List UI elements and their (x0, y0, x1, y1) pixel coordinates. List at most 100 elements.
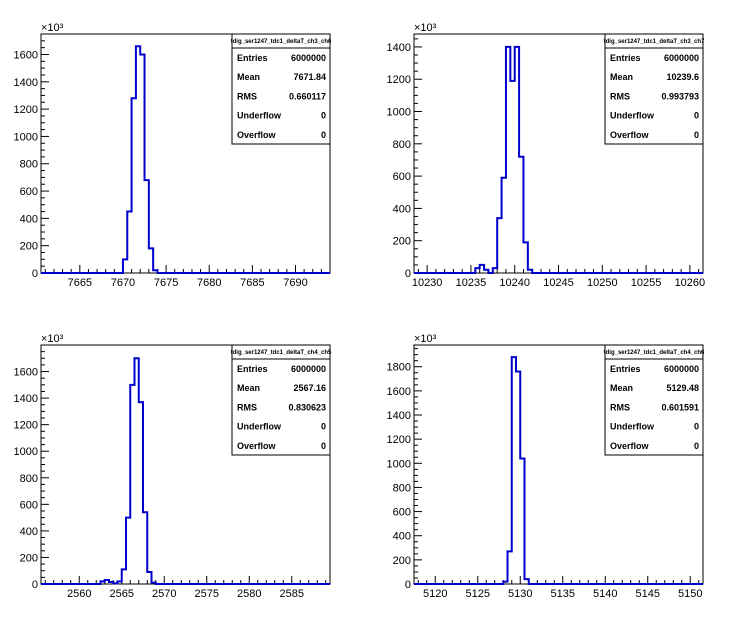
stats-box: tdig_ser1247_tdc1_deltaT_ch3_ch7 Entries 6… (604, 33, 705, 145)
y-tick-label: 1800 (387, 362, 411, 374)
histogram-bin (508, 551, 512, 584)
x-tick-label: 5120 (423, 588, 447, 600)
histogram-bin (139, 402, 143, 584)
stats-label: RMS (610, 402, 630, 412)
x-tick-label: 7665 (68, 277, 92, 289)
stats-label: RMS (237, 91, 257, 101)
histogram-bin (502, 178, 506, 273)
stats-label: Overflow (237, 441, 277, 451)
x-tick-label: 2565 (110, 588, 134, 600)
y-tick-label: 400 (20, 526, 38, 538)
y-axis-multiplier: ×10³ (41, 22, 64, 34)
stats-value: 7671.84 (293, 72, 326, 82)
stats-value: 0.993793 (661, 91, 699, 101)
stats-title: tdig_ser1247_tdc1_deltaT_ch3_ch6 (231, 39, 332, 45)
x-tick-label: 5135 (551, 588, 575, 600)
y-tick-label: 600 (393, 171, 411, 183)
stats-value: 0 (321, 111, 326, 121)
x-tick-label: 7680 (197, 277, 221, 289)
x-tick-label: 10245 (543, 277, 574, 289)
x-tick-label: 7690 (283, 277, 307, 289)
histogram-bin (147, 572, 151, 584)
stats-value: 0 (694, 422, 699, 432)
histogram-bin (480, 265, 484, 273)
histogram-bin (506, 47, 510, 273)
stats-value: 6000000 (291, 53, 326, 63)
histogram-panel-4: 5120 5125 5130 5135 5140 5145 5150 0 200 400 600 80… (387, 333, 706, 600)
histogram-bin (515, 47, 519, 273)
histogram-panel-2: 10230 10235 10240 10245 10250 10255 10260 0 200 4… (387, 22, 706, 289)
histogram-bin (126, 518, 130, 584)
histogram-bin (497, 218, 501, 273)
stats-value: 0 (321, 130, 326, 140)
y-tick-label: 0 (32, 579, 38, 591)
histogram-bin (493, 268, 497, 273)
stats-label: Mean (237, 72, 260, 82)
x-tick-label: 2580 (237, 588, 261, 600)
y-tick-label: 0 (405, 579, 411, 591)
y-tick-label: 1600 (14, 49, 38, 61)
stats-value: 10239.6 (666, 72, 699, 82)
histogram-bin (113, 583, 117, 584)
y-tick-label: 600 (393, 507, 411, 519)
histogram-line (414, 356, 703, 585)
y-tick-label: 200 (393, 555, 411, 567)
y-tick-label: 1200 (14, 104, 38, 116)
x-tick-label: 5145 (636, 588, 660, 600)
stats-value: 0 (321, 422, 326, 432)
stats-box: tdig_ser1247_tdc1_deltaT_ch3_ch6 Entries 6… (231, 33, 332, 145)
stats-label: Entries (610, 53, 641, 63)
histogram-line (41, 45, 330, 274)
histogram-bin (123, 259, 127, 273)
stats-box: tdig_ser1247_tdc1_deltaT_ch4_ch6 Entries 6… (604, 344, 705, 456)
histogram-bin (136, 46, 140, 273)
histogram-bin (523, 242, 527, 273)
stats-value: 6000000 (664, 53, 699, 63)
stats-label: Underflow (610, 422, 655, 432)
x-tick-label: 7670 (111, 277, 135, 289)
stats-title: tdig_ser1247_tdc1_deltaT_ch4_ch5 (231, 350, 332, 356)
stats-label: Mean (610, 383, 633, 393)
y-tick-label: 0 (32, 268, 38, 280)
stats-label: Underflow (610, 111, 655, 121)
histogram-line (41, 357, 330, 585)
y-tick-label: 200 (20, 241, 38, 253)
stats-value: 6000000 (664, 364, 699, 374)
x-tick-label: 7675 (154, 277, 178, 289)
stats-value: 0 (694, 441, 699, 451)
stats-label: Overflow (610, 130, 650, 140)
stats-value: 0.830623 (288, 402, 326, 412)
y-tick-label: 1000 (14, 131, 38, 143)
histogram-bin (130, 385, 134, 584)
x-tick-label: 2585 (280, 588, 304, 600)
histogram-bin (503, 582, 507, 584)
histogram-bin (140, 54, 144, 273)
histogram-bin (145, 180, 149, 273)
y-tick-label: 400 (393, 203, 411, 215)
stats-label: Entries (237, 53, 268, 63)
histogram-panel-3: 2560 2565 2570 2575 2580 2585 0 200 400 600 800 100… (14, 333, 333, 600)
y-tick-label: 1200 (14, 420, 38, 432)
stats-label: RMS (610, 91, 630, 101)
histogram-bin (528, 270, 532, 273)
x-tick-label: 2575 (195, 588, 219, 600)
x-tick-label: 5140 (593, 588, 617, 600)
y-tick-label: 400 (20, 213, 38, 225)
y-tick-label: 1400 (387, 42, 411, 54)
histogram-bin (101, 581, 105, 584)
y-tick-label: 1200 (387, 74, 411, 86)
y-tick-label: 0 (405, 268, 411, 280)
y-tick-label: 1200 (387, 434, 411, 446)
x-tick-label: 10250 (587, 277, 618, 289)
histogram-bin (118, 581, 122, 584)
stats-label: Overflow (610, 441, 650, 451)
y-tick-label: 1000 (387, 107, 411, 119)
y-tick-label: 600 (20, 186, 38, 198)
x-tick-label: 7685 (240, 277, 264, 289)
y-tick-label: 1000 (387, 458, 411, 470)
histogram-panel-1: 7665 7670 7675 7680 7685 7690 0 200 400 600 800 100… (14, 22, 333, 289)
y-tick-label: 1400 (14, 77, 38, 89)
histogram-bin (516, 372, 520, 584)
histogram-bin (127, 212, 131, 273)
y-tick-label: 200 (20, 552, 38, 564)
